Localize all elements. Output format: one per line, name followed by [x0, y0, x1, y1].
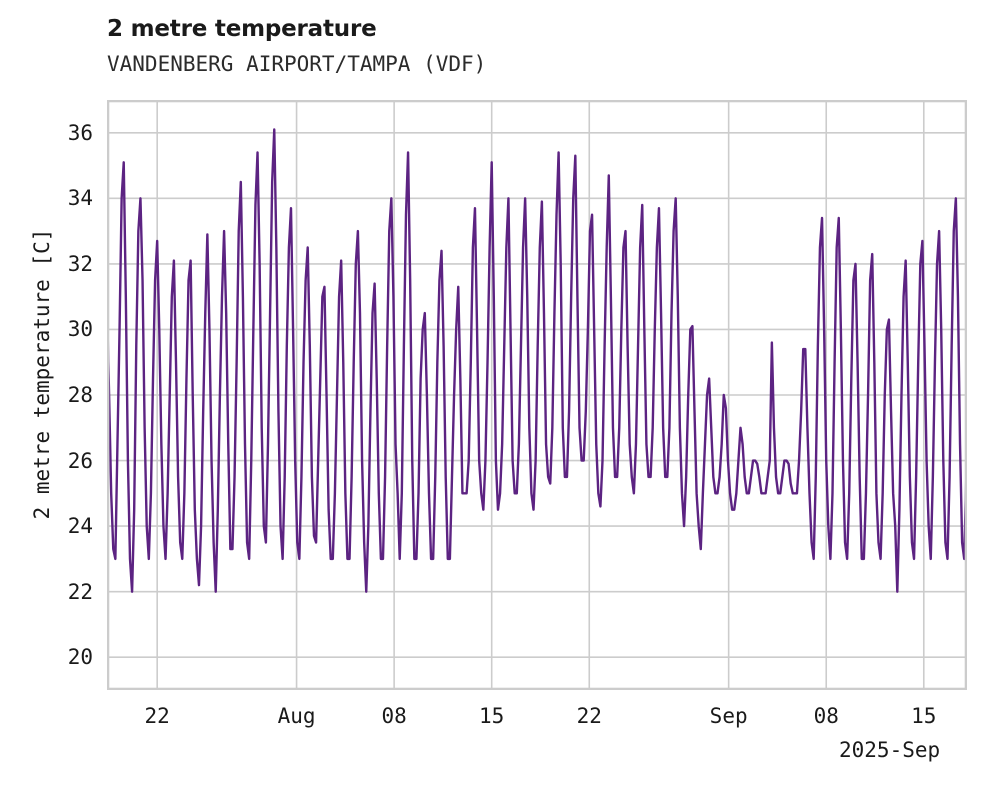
y-axis-tick-label: 22: [67, 579, 93, 604]
y-axis-tick-label: 24: [67, 514, 93, 539]
x-axis-tick-label: 15: [479, 704, 505, 728]
series-layer: [107, 128, 967, 593]
x-axis-caption: 2025-Sep: [839, 738, 941, 762]
x-axis-tick-label: Sep: [709, 704, 748, 728]
x-axis-tick-label: 22: [576, 704, 602, 728]
y-axis-tick-label: 30: [67, 317, 93, 342]
chart-title: 2 metre temperature: [107, 16, 377, 42]
series-line-2-metre-temperature: [107, 128, 967, 593]
y-axis-tick-label: 36: [67, 120, 93, 145]
x-axis-tick-label: 15: [911, 704, 937, 728]
y-axis-tick-label: 28: [67, 383, 93, 407]
x-axis-tick-label: 08: [813, 704, 839, 728]
y-axis-tick-label: 32: [67, 251, 93, 276]
y-axis-tick-label: 34: [67, 186, 93, 211]
x-axis-tick-label: 08: [381, 704, 407, 728]
y-axis-tick-label: 26: [67, 448, 93, 473]
x-axis-tick-label: Aug: [277, 704, 316, 728]
plot-area: [107, 100, 967, 690]
x-axis-tick-label: 22: [144, 704, 170, 728]
chart-subtitle-station: VANDENBERG AIRPORT/TAMPA (VDF): [107, 52, 487, 76]
y-axis-tick-label: 20: [67, 645, 93, 670]
axes-frame: [107, 100, 967, 690]
temperature-line-chart: [107, 100, 967, 690]
